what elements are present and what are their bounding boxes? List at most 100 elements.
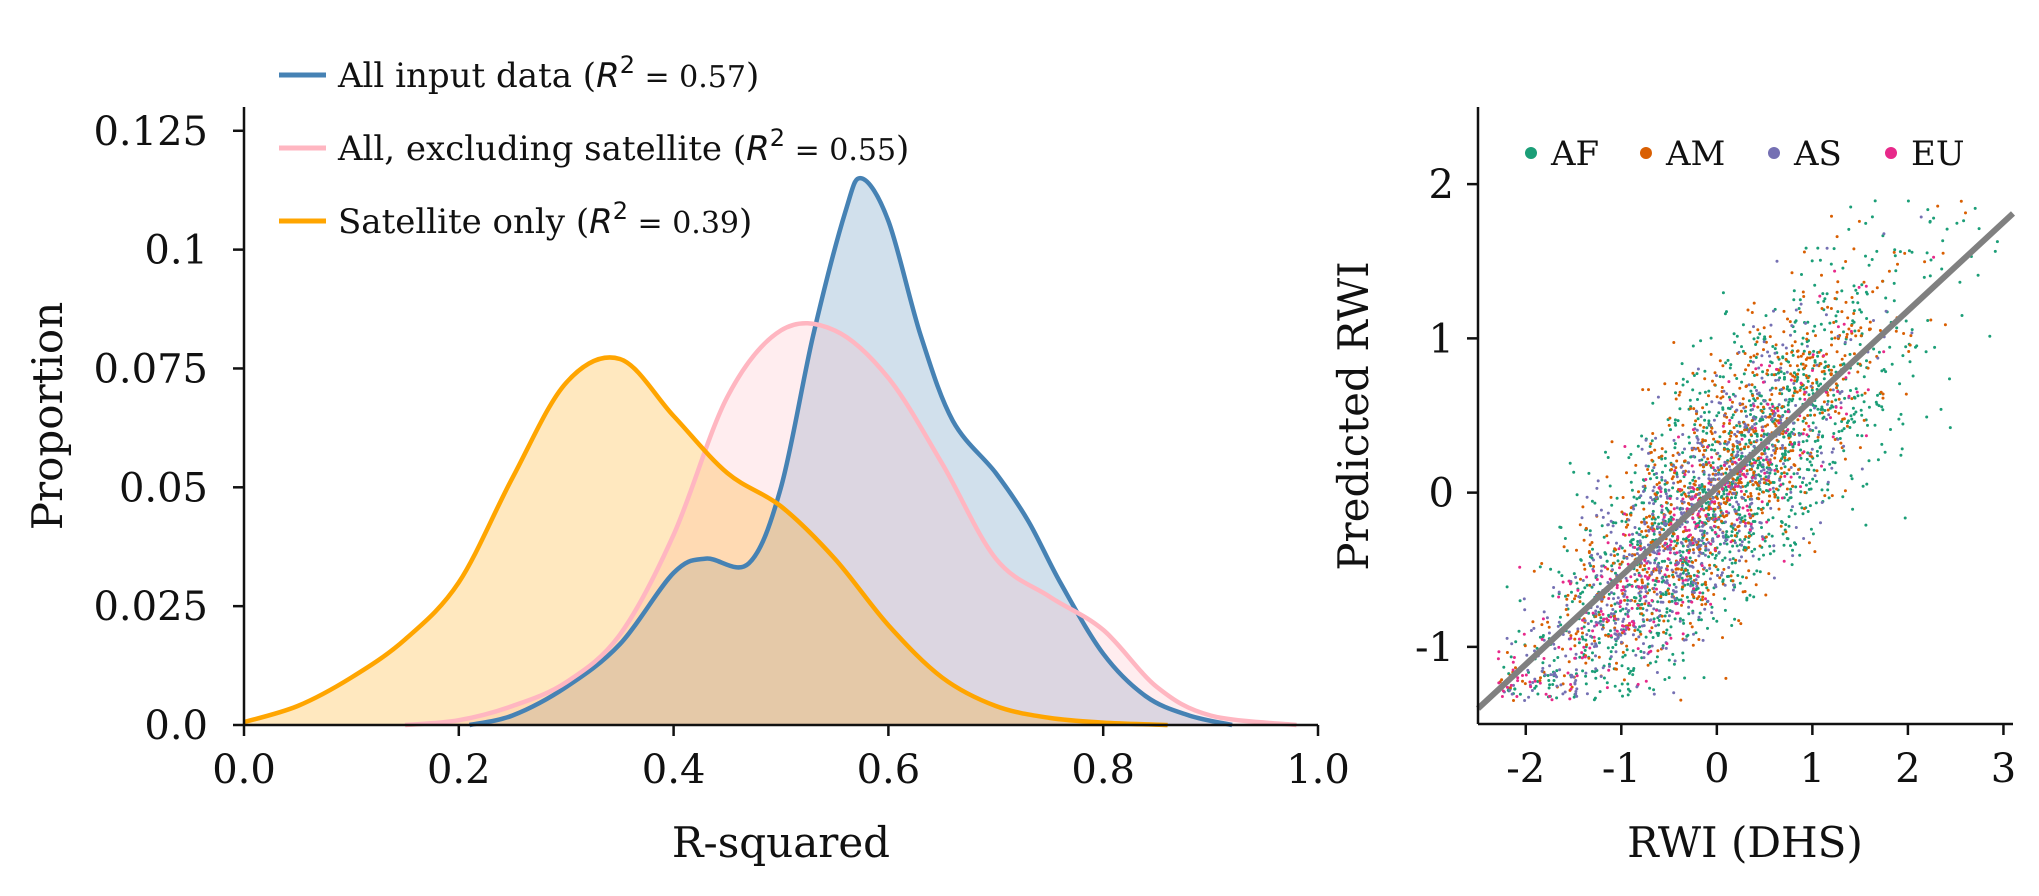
scatter-point	[1767, 463, 1771, 467]
scatter-point	[1661, 646, 1665, 650]
scatter-point	[1701, 524, 1704, 528]
scatter-point	[1630, 488, 1634, 492]
scatter-point	[1650, 439, 1654, 443]
scatter-point	[1670, 568, 1674, 572]
scatter-point	[1861, 484, 1865, 488]
scatter-point	[1798, 433, 1801, 437]
scatter-point	[1760, 452, 1764, 456]
scatter-point	[1849, 414, 1853, 418]
scatter-point	[1788, 443, 1792, 447]
scatter-point	[1681, 632, 1685, 636]
scatter-point	[1712, 509, 1716, 513]
scatter-point	[1837, 411, 1841, 415]
scatter-point	[1670, 540, 1673, 543]
scatter-point	[1704, 602, 1708, 606]
scatter-point	[1790, 442, 1794, 446]
scatter-point	[1694, 558, 1698, 562]
scatter-point	[1648, 588, 1651, 592]
scatter-point	[1574, 690, 1578, 693]
scatter-point	[1833, 438, 1837, 441]
scatter-point	[1686, 582, 1690, 586]
scatter-point	[1539, 676, 1542, 680]
scatter-point	[1721, 424, 1725, 428]
scatter-point	[1847, 227, 1851, 231]
scatter-point	[1585, 575, 1589, 579]
scatter-point	[1778, 392, 1782, 395]
scatter-point	[1613, 547, 1617, 551]
scatter-point	[1555, 684, 1559, 688]
scatter-point	[1777, 371, 1780, 375]
scatter-point	[1805, 386, 1809, 390]
scatter-point	[1518, 565, 1522, 569]
scatter-point	[1798, 298, 1802, 302]
scatter-point	[1624, 576, 1628, 580]
scatter-point	[1845, 412, 1848, 416]
scatter-point	[1850, 417, 1854, 421]
scatter-point	[1746, 445, 1750, 449]
scatter-point	[1689, 584, 1693, 588]
scatter-point	[1976, 273, 1980, 277]
scatter-point	[1685, 634, 1689, 638]
scatter-point	[1862, 418, 1866, 422]
scatter-point	[1677, 393, 1681, 397]
scatter-point	[1820, 411, 1824, 415]
scatter-point	[1785, 487, 1789, 491]
scatter-point	[1819, 445, 1823, 449]
scatter-point	[1609, 495, 1613, 499]
scatter-point	[1845, 424, 1849, 428]
scatter-point	[1752, 470, 1756, 474]
scatter-point	[1606, 581, 1610, 584]
density-curves	[243, 175, 1297, 728]
scatter-point	[1851, 319, 1855, 323]
scatter-point	[1700, 603, 1704, 607]
scatter-point	[1791, 449, 1795, 453]
scatter-point	[1548, 683, 1552, 687]
scatter-point	[1707, 394, 1710, 398]
scatter-point	[1615, 661, 1618, 665]
scatter-point	[1693, 431, 1696, 435]
scatter-point	[1590, 669, 1594, 673]
scatter-point	[1636, 543, 1640, 547]
scatter-point	[1735, 334, 1739, 338]
scatter-point	[1659, 490, 1663, 494]
scatter-point	[1626, 615, 1630, 618]
scatter-point	[1667, 614, 1671, 618]
scatter-point	[1744, 498, 1747, 502]
scatter-point	[1621, 650, 1625, 654]
scatter-point	[1773, 472, 1777, 476]
scatter-point	[1665, 568, 1669, 572]
scatter-point	[1887, 269, 1891, 273]
scatter-point	[1820, 405, 1824, 409]
scatter-point	[1670, 595, 1674, 599]
scatter-point	[1808, 452, 1812, 456]
scatter-point	[1690, 625, 1694, 629]
scatter-point	[1899, 412, 1903, 416]
scatter-point	[1727, 498, 1731, 502]
scatter-point	[1883, 450, 1887, 454]
scatter-point	[1644, 590, 1648, 594]
scatter-point	[1835, 386, 1839, 390]
scatter-point	[1650, 526, 1654, 529]
scatter-point	[1613, 602, 1617, 606]
scatter-point	[1632, 507, 1636, 511]
scatter-point	[1505, 585, 1509, 589]
scatter-point	[1772, 544, 1776, 548]
scatter-point	[1552, 679, 1556, 682]
scatter-point	[1815, 469, 1819, 473]
scatter-point	[1660, 559, 1664, 563]
scatter-point	[1801, 512, 1805, 516]
scatter-point	[1727, 492, 1731, 496]
scatter-point	[1765, 446, 1769, 449]
scatter-point	[1702, 425, 1706, 429]
scatter-point	[1828, 462, 1832, 466]
scatter-point	[1666, 544, 1670, 548]
scatter-point	[1785, 492, 1789, 496]
scatter-point	[1806, 379, 1810, 383]
legend-marker-AS	[1768, 147, 1780, 159]
scatter-point	[1875, 249, 1879, 253]
scatter-point	[1661, 644, 1665, 648]
scatter-point	[1838, 391, 1842, 395]
scatter-point	[1623, 593, 1627, 596]
scatter-point	[1776, 355, 1780, 359]
scatter-point	[1639, 632, 1643, 636]
